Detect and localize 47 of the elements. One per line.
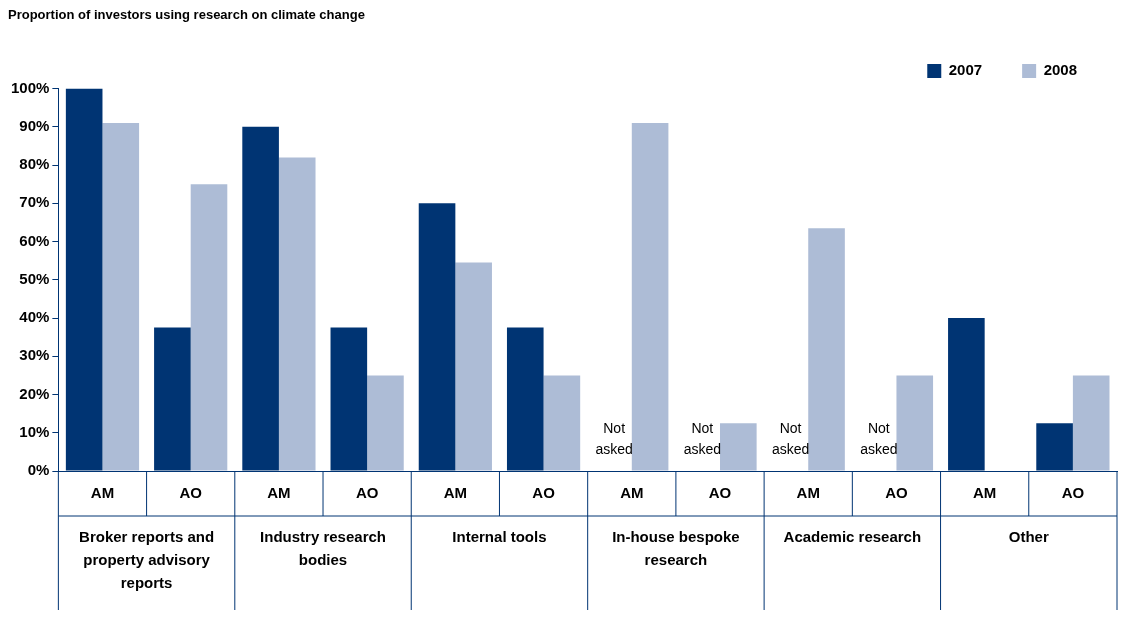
legend-label: 2008: [1043, 61, 1078, 79]
text: Other: [1008, 527, 1049, 545]
x-tick-label: AO: [708, 484, 732, 502]
y-tick-label: 60%: [19, 231, 50, 249]
chart-title: Proportion of investors using research on climate change: [8, 7, 365, 23]
x-tick-label: AM: [796, 484, 820, 502]
bar: [896, 375, 934, 471]
y-tick-label: 20%: [19, 384, 50, 402]
x-tick-label: AM: [620, 484, 644, 502]
y-tick-label: 50%: [19, 269, 50, 287]
y-tick-label: 10%: [19, 422, 50, 440]
y-tick-label: 100%: [10, 78, 50, 96]
x-tick-label: AM: [267, 484, 291, 502]
x-tick-label: AO: [532, 484, 556, 502]
y-tick-label: 90%: [19, 116, 50, 134]
text: Internal tools: [452, 527, 547, 545]
x-tick-label: AM: [90, 484, 115, 502]
bar: [367, 375, 404, 471]
bar: [808, 228, 845, 471]
annotation: Not asked: [683, 420, 722, 457]
bar: [102, 123, 140, 471]
annotation: Not asked: [860, 420, 898, 457]
text: Broker reports and property advisory reports: [79, 527, 215, 591]
x-tick-label: AM: [443, 484, 468, 502]
annotation: Not asked: [595, 420, 633, 457]
x-tick-label: AM: [973, 484, 997, 502]
y-tick-label: 70%: [19, 193, 50, 211]
x-tick-label: AO: [885, 484, 909, 502]
text: Industry research bodies: [260, 527, 386, 568]
y-tick-label: 0%: [27, 461, 50, 479]
bar: [278, 157, 316, 471]
bar: [720, 423, 757, 471]
bar: [631, 123, 669, 471]
legend-label: 2007: [948, 61, 983, 79]
y-tick-label: 80%: [19, 155, 50, 173]
bar: [190, 184, 228, 471]
x-tick-label: AO: [355, 484, 379, 502]
bar: [543, 375, 581, 471]
text: In-house bespoke research: [612, 527, 740, 568]
x-tick-label: AO: [1061, 484, 1085, 502]
x-tick-label: AO: [179, 484, 203, 502]
text: Academic research: [783, 527, 922, 545]
annotation: Not asked: [771, 420, 810, 457]
y-tick-label: 30%: [19, 346, 50, 364]
y-tick-label: 40%: [19, 308, 50, 326]
bar: [1072, 375, 1110, 471]
bar: [455, 262, 492, 471]
